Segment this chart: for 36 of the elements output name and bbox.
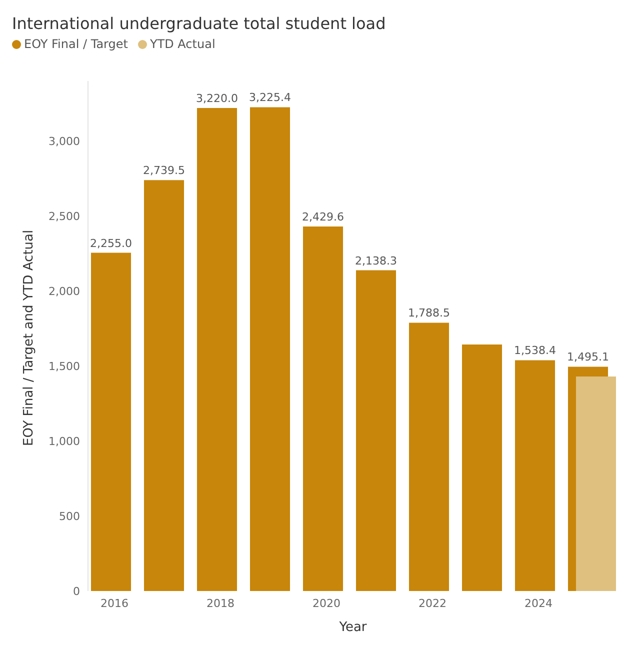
x-axis-title: Year	[338, 620, 368, 635]
bar	[144, 180, 184, 591]
legend-label: YTD Actual	[148, 37, 216, 51]
data-label: 1,788.5	[408, 306, 450, 320]
y-tick-label: 3,000	[48, 134, 80, 148]
y-tick-label: 0	[73, 584, 80, 598]
x-tick-label: 2020	[312, 596, 340, 610]
data-label: 2,138.3	[355, 254, 397, 268]
y-tick-label: 500	[59, 510, 80, 523]
bar	[91, 252, 131, 591]
x-tick-label: 2018	[206, 596, 234, 610]
legend-label: EOY Final / Target	[23, 37, 128, 51]
data-label: 2,739.5	[143, 164, 185, 178]
x-tick-label: 2022	[418, 596, 446, 610]
bar	[462, 344, 502, 591]
data-label: 1,538.4	[514, 344, 556, 358]
y-tick-label: 2,000	[48, 284, 80, 298]
x-tick-label: 2016	[100, 596, 128, 610]
chart-title: International undergraduate total student load	[11, 13, 387, 33]
bar	[356, 270, 396, 591]
data-label: 2,255.0	[90, 236, 132, 250]
x-tick-label: 2024	[524, 596, 552, 610]
data-label: 3,220.0	[196, 92, 238, 105]
bar	[515, 360, 555, 591]
bar	[197, 108, 237, 591]
bar	[250, 107, 290, 591]
y-tick-label: 1,000	[48, 434, 80, 448]
bar	[303, 226, 343, 591]
bar	[576, 376, 616, 591]
data-label: 3,225.4	[249, 91, 291, 104]
y-tick-label: 1,500	[48, 360, 80, 373]
bar	[409, 322, 449, 591]
y-axis-title: EOY Final / Target and YTD Actual	[22, 230, 37, 446]
data-label: 1,495.1	[567, 350, 609, 364]
data-label: 2,429.6	[302, 210, 344, 224]
y-tick-label: 2,500	[48, 210, 80, 223]
